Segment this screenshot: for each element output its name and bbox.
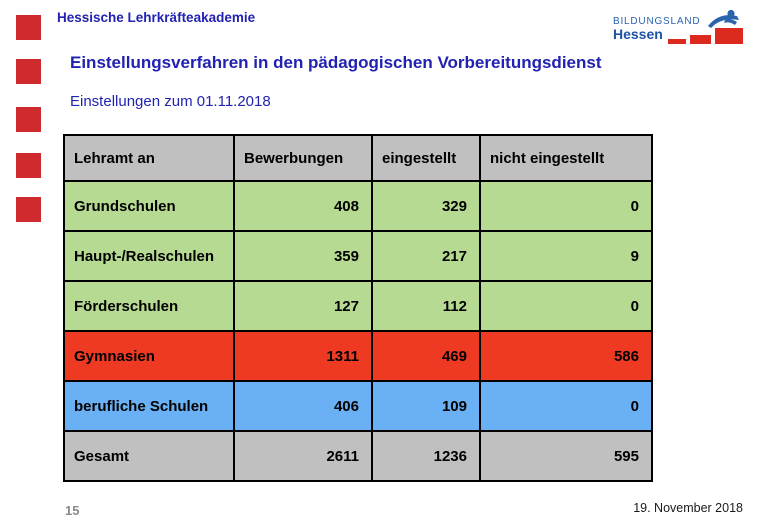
table-row: Grundschulen 408 329 0: [63, 180, 653, 232]
page-number: 15: [65, 503, 80, 518]
value-cell: 469: [371, 330, 481, 382]
value-cell: 0: [479, 180, 653, 232]
slide-date: 19. November 2018: [633, 501, 743, 515]
value-cell: 586: [479, 330, 653, 382]
logo-text-bottom: Hessen: [613, 26, 663, 42]
column-header-eingestellt: eingestellt: [371, 134, 481, 182]
value-cell: 9: [479, 230, 653, 282]
decoration-square: [16, 107, 41, 132]
table-row: berufliche Schulen 406 109 0: [63, 380, 653, 432]
table-header-row: Lehramt an Bewerbungen eingestellt nicht…: [63, 134, 653, 182]
value-cell: 217: [371, 230, 481, 282]
decoration-square: [16, 59, 41, 84]
hessen-logo: BILDUNGSLAND Hessen: [613, 8, 745, 48]
row-label-cell: Gymnasien: [63, 330, 235, 382]
decoration-square: [16, 15, 41, 40]
admissions-table: Lehramt an Bewerbungen eingestellt nicht…: [63, 134, 653, 482]
decoration-square: [16, 197, 41, 222]
value-cell: 109: [371, 380, 481, 432]
row-label-cell: Grundschulen: [63, 180, 235, 232]
value-cell: 1311: [233, 330, 373, 382]
column-header-bewerbungen: Bewerbungen: [233, 134, 373, 182]
column-header-nicht-eingestellt: nicht eingestellt: [479, 134, 653, 182]
value-cell: 0: [479, 280, 653, 332]
table-row: Gesamt 2611 1236 595: [63, 430, 653, 482]
value-cell: 329: [371, 180, 481, 232]
value-cell: 406: [233, 380, 373, 432]
value-cell: 359: [233, 230, 373, 282]
value-cell: 0: [479, 380, 653, 432]
value-cell: 1236: [371, 430, 481, 482]
logo-text-top: BILDUNGSLAND: [613, 16, 700, 27]
value-cell: 112: [371, 280, 481, 332]
row-label-cell: Gesamt: [63, 430, 235, 482]
table-row: Gymnasien 1311 469 586: [63, 330, 653, 382]
value-cell: 408: [233, 180, 373, 232]
value-cell: 595: [479, 430, 653, 482]
table-row: Haupt-/Realschulen 359 217 9: [63, 230, 653, 282]
slide-title: Einstellungsverfahren in den pädagogisch…: [70, 53, 602, 72]
row-label-cell: Förderschulen: [63, 280, 235, 332]
bildungsland-hessen-logo-icon: BILDUNGSLAND Hessen: [613, 9, 743, 44]
slide-subtitle: Einstellungen zum 01.11.2018: [70, 93, 271, 110]
value-cell: 127: [233, 280, 373, 332]
table-row: Förderschulen 127 112 0: [63, 280, 653, 332]
row-label-cell: berufliche Schulen: [63, 380, 235, 432]
value-cell: 2611: [233, 430, 373, 482]
column-header-lehramt: Lehramt an: [63, 134, 235, 182]
academy-name: Hessische Lehrkräfteakademie: [57, 10, 256, 25]
row-label-cell: Haupt-/Realschulen: [63, 230, 235, 282]
decoration-square: [16, 153, 41, 178]
